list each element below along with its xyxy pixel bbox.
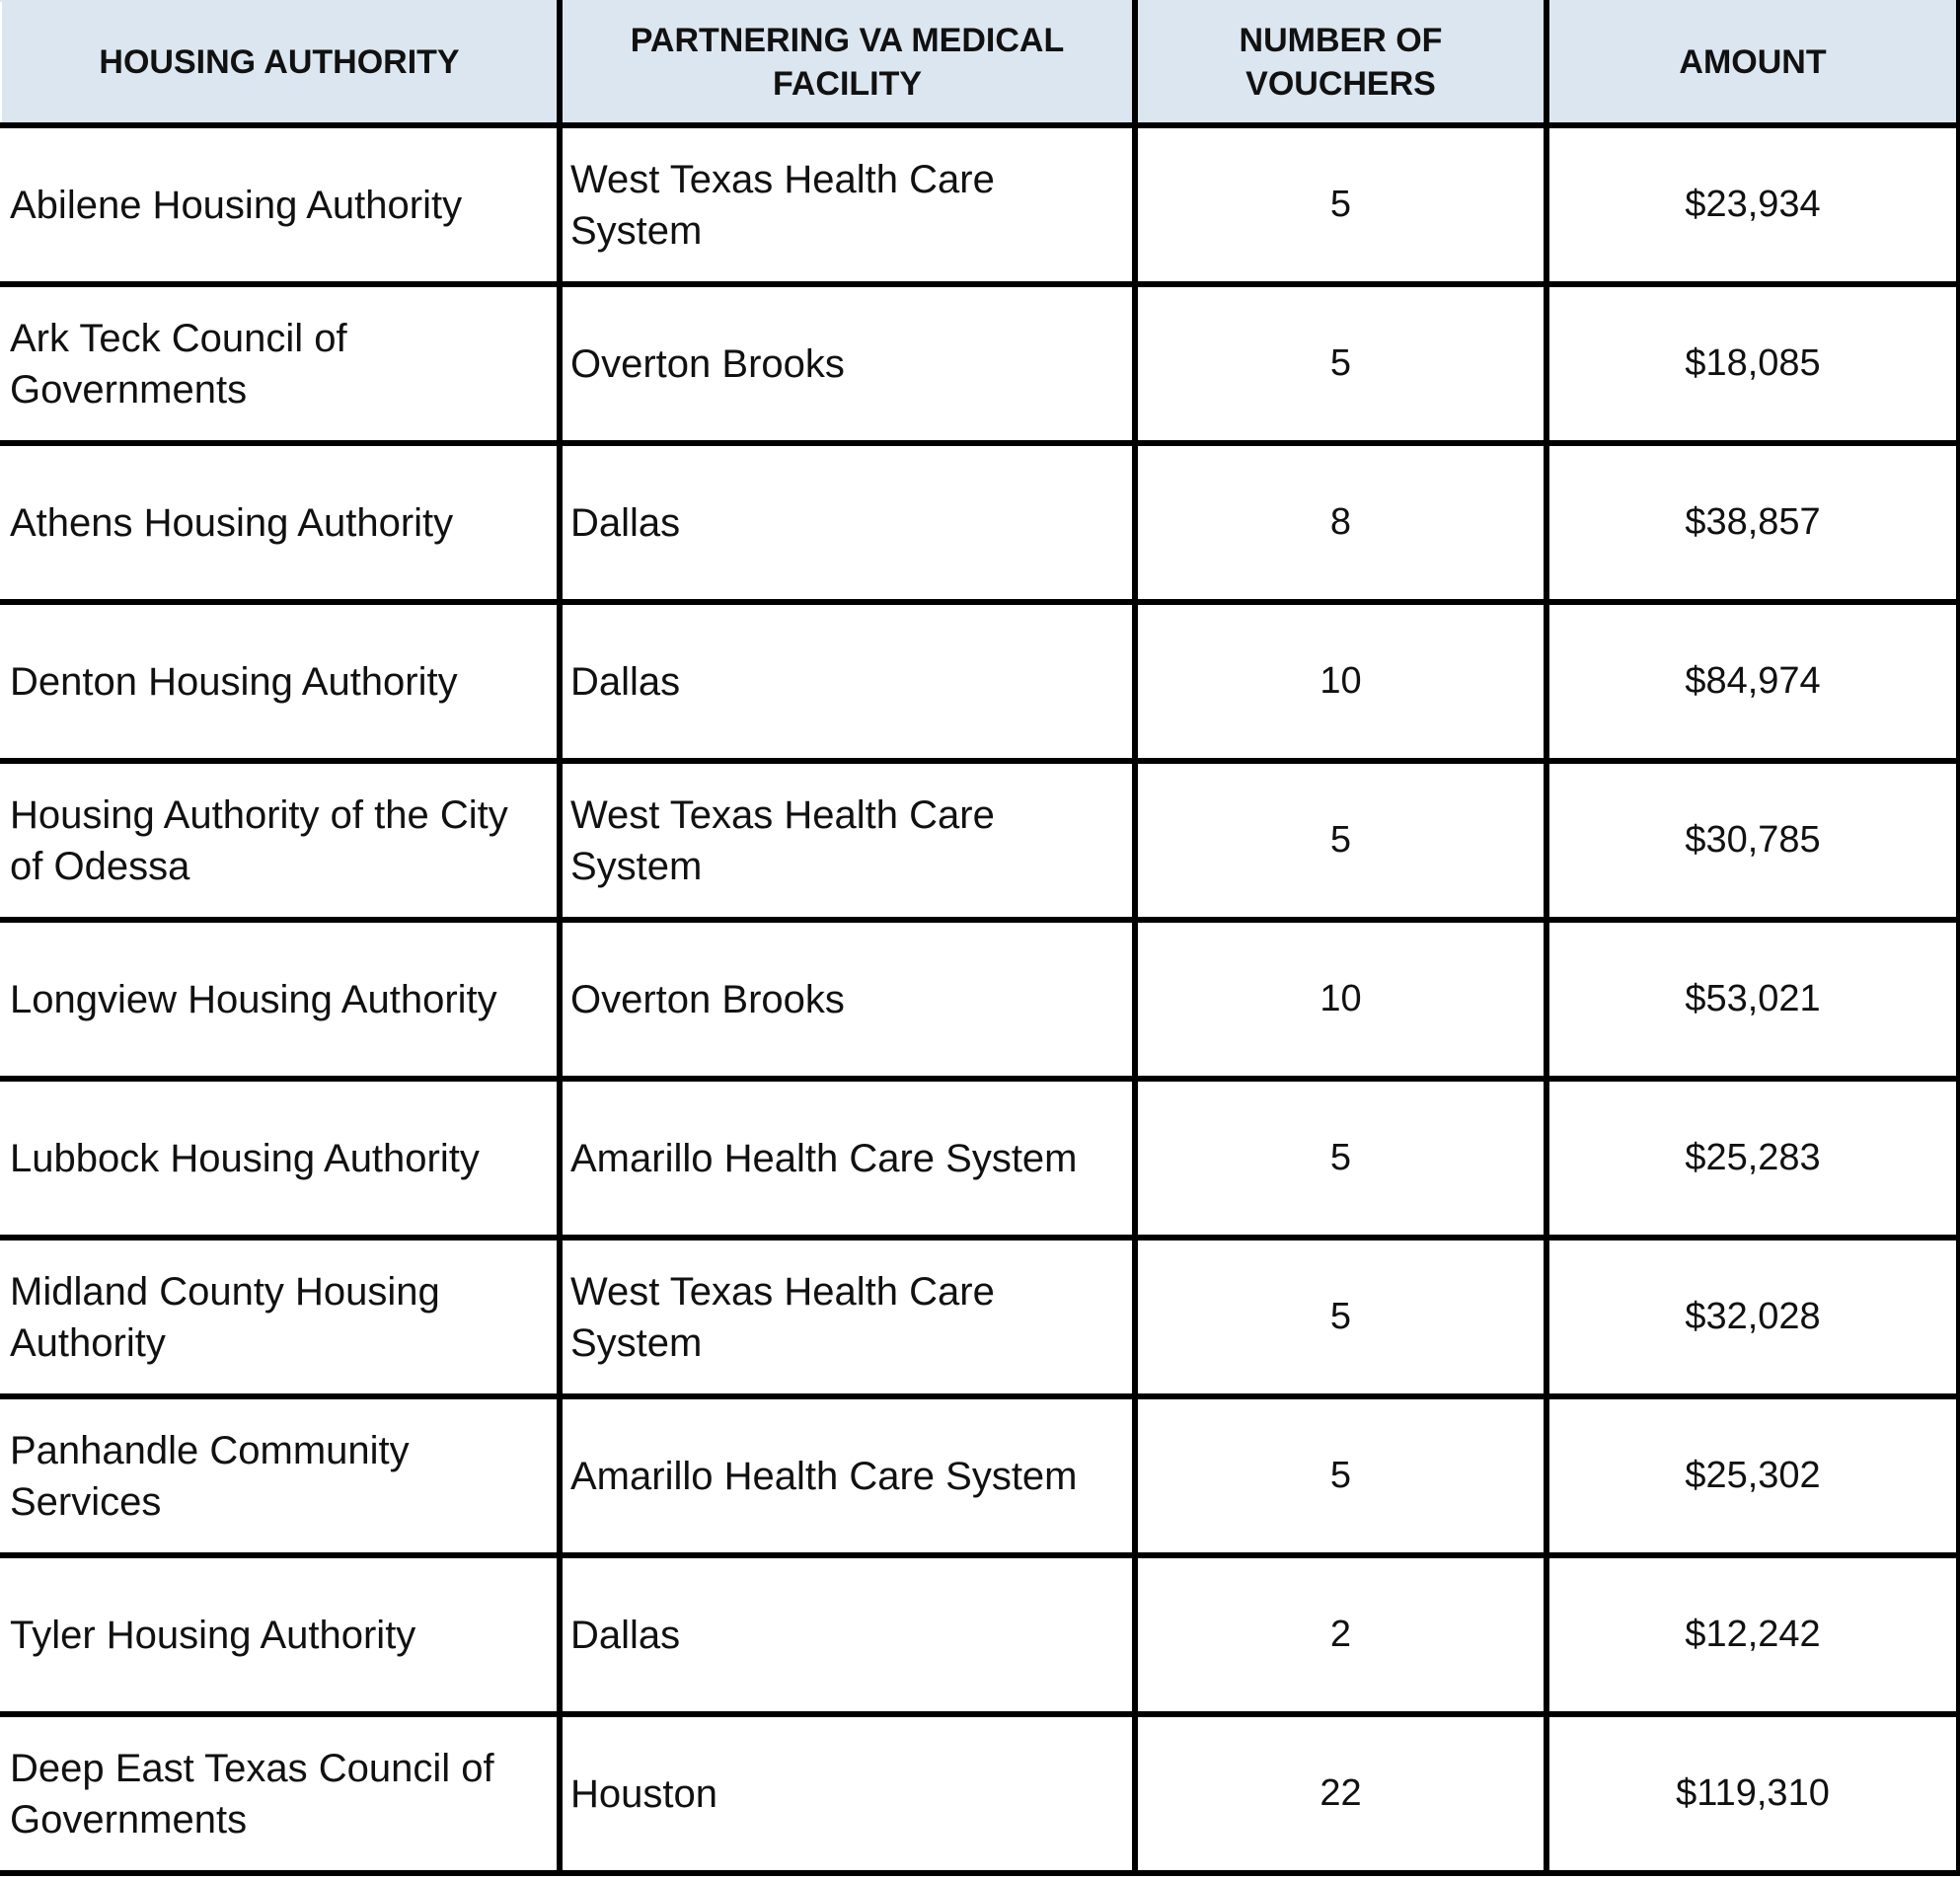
table-cell: Athens Housing Authority xyxy=(0,440,563,605)
table-cell: $12,242 xyxy=(1544,1552,1960,1717)
header-cell: PARTNERING VA MEDICAL FACILITY xyxy=(557,0,1138,128)
table-row: Lubbock Housing Authority Amarillo Health… xyxy=(0,1076,1960,1241)
table-cell: 5 xyxy=(1132,1235,1549,1399)
table-row: Longview Housing Authority Overton Brooks… xyxy=(0,917,1960,1082)
table-cell: 5 xyxy=(1132,758,1549,923)
table-cell: 5 xyxy=(1132,1076,1549,1241)
table-row: Panhandle Community Services Amarillo Hea… xyxy=(0,1393,1960,1558)
table-cell: $25,302 xyxy=(1544,1393,1960,1558)
table-row: Abilene Housing Authority West Texas Heal… xyxy=(0,122,1960,287)
table-cell: 5 xyxy=(1132,122,1549,287)
table-cell: $84,974 xyxy=(1544,599,1960,764)
table-cell: $53,021 xyxy=(1544,917,1960,1082)
table-cell: Longview Housing Authority xyxy=(0,917,563,1082)
header-row: HOUSING AUTHORITY PARTNERING VA MEDICAL F… xyxy=(0,0,1960,128)
table-row: Tyler Housing Authority Dallas 2 $12,242 xyxy=(0,1552,1960,1717)
table-cell: Amarillo Health Care System xyxy=(557,1393,1138,1558)
table-cell: 2 xyxy=(1132,1552,1549,1717)
table-cell: Houston xyxy=(557,1711,1138,1876)
table-cell: $30,785 xyxy=(1544,758,1960,923)
table-header: HOUSING AUTHORITY PARTNERING VA MEDICAL F… xyxy=(0,0,1960,128)
table-cell: Tyler Housing Authority xyxy=(0,1552,563,1717)
table-cell: 5 xyxy=(1132,281,1549,446)
table-cell: 22 xyxy=(1132,1711,1549,1876)
table-cell: Overton Brooks xyxy=(557,281,1138,446)
table-cell: $25,283 xyxy=(1544,1076,1960,1241)
table-row: Athens Housing Authority Dallas 8 $38,857 xyxy=(0,440,1960,605)
table-row: Housing Authority of the City of Odessa W… xyxy=(0,758,1960,923)
table-cell: $38,857 xyxy=(1544,440,1960,605)
table-cell: Abilene Housing Authority xyxy=(0,122,563,287)
table-cell: $18,085 xyxy=(1544,281,1960,446)
table-cell: Dallas xyxy=(557,599,1138,764)
header-cell: NUMBER OF VOUCHERS xyxy=(1132,0,1549,128)
table-row: Midland County Housing Authority West Tex… xyxy=(0,1235,1960,1399)
table-body: Abilene Housing Authority West Texas Heal… xyxy=(0,122,1960,1876)
table-row: Denton Housing Authority Dallas 10 $84,974 xyxy=(0,599,1960,764)
table-cell: Ark Teck Council of Governments xyxy=(0,281,563,446)
table-cell: West Texas Health Care System xyxy=(557,1235,1138,1399)
table-row: Ark Teck Council of Governments Overton B… xyxy=(0,281,1960,446)
table-cell: 5 xyxy=(1132,1393,1549,1558)
table-cell: $119,310 xyxy=(1544,1711,1960,1876)
table-cell: 10 xyxy=(1132,599,1549,764)
table-cell: Dallas xyxy=(557,1552,1138,1717)
table-cell: Housing Authority of the City of Odessa xyxy=(0,758,563,923)
table-cell: 10 xyxy=(1132,917,1549,1082)
table-cell: Amarillo Health Care System xyxy=(557,1076,1138,1241)
table-row: Deep East Texas Council of Governments Ho… xyxy=(0,1711,1960,1876)
header-cell: HOUSING AUTHORITY xyxy=(0,0,563,128)
table-cell: Overton Brooks xyxy=(557,917,1138,1082)
table-cell: 8 xyxy=(1132,440,1549,605)
header-cell: AMOUNT xyxy=(1544,0,1960,128)
table-cell: Lubbock Housing Authority xyxy=(0,1076,563,1241)
table-cell: Deep East Texas Council of Governments xyxy=(0,1711,563,1876)
table-cell: Midland County Housing Authority xyxy=(0,1235,563,1399)
table-cell: Denton Housing Authority xyxy=(0,599,563,764)
table-cell: West Texas Health Care System xyxy=(557,122,1138,287)
table-cell: $32,028 xyxy=(1544,1235,1960,1399)
table-cell: Dallas xyxy=(557,440,1138,605)
table-cell: $23,934 xyxy=(1544,122,1960,287)
table-cell: West Texas Health Care System xyxy=(557,758,1138,923)
table-cell: Panhandle Community Services xyxy=(0,1393,563,1558)
